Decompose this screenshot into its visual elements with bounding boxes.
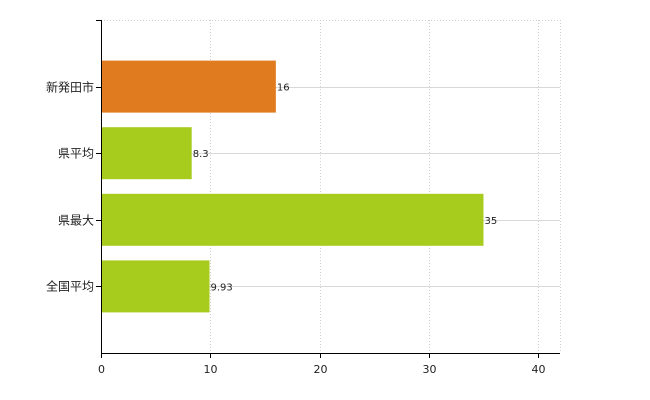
data-label: 8.3: [193, 149, 209, 160]
data-label: 35: [485, 216, 498, 227]
x-tick-label: 20: [314, 363, 328, 376]
y-tick-label: 県平均: [58, 147, 94, 161]
bar: [101, 193, 484, 246]
x-tick-label: 10: [204, 363, 218, 376]
x-tick-label: 30: [423, 363, 437, 376]
data-label: 16: [277, 83, 290, 94]
y-tick-label: 全国平均: [46, 279, 94, 294]
bar: [101, 260, 210, 313]
bar: [101, 127, 192, 180]
y-tick-label: 新発田市: [46, 80, 94, 95]
data-label: 9.93: [211, 282, 233, 293]
y-tick-label: 県最大: [58, 214, 94, 228]
x-tick-label: 40: [532, 363, 546, 376]
bar: [101, 60, 276, 113]
x-tick-label: 0: [98, 363, 105, 376]
